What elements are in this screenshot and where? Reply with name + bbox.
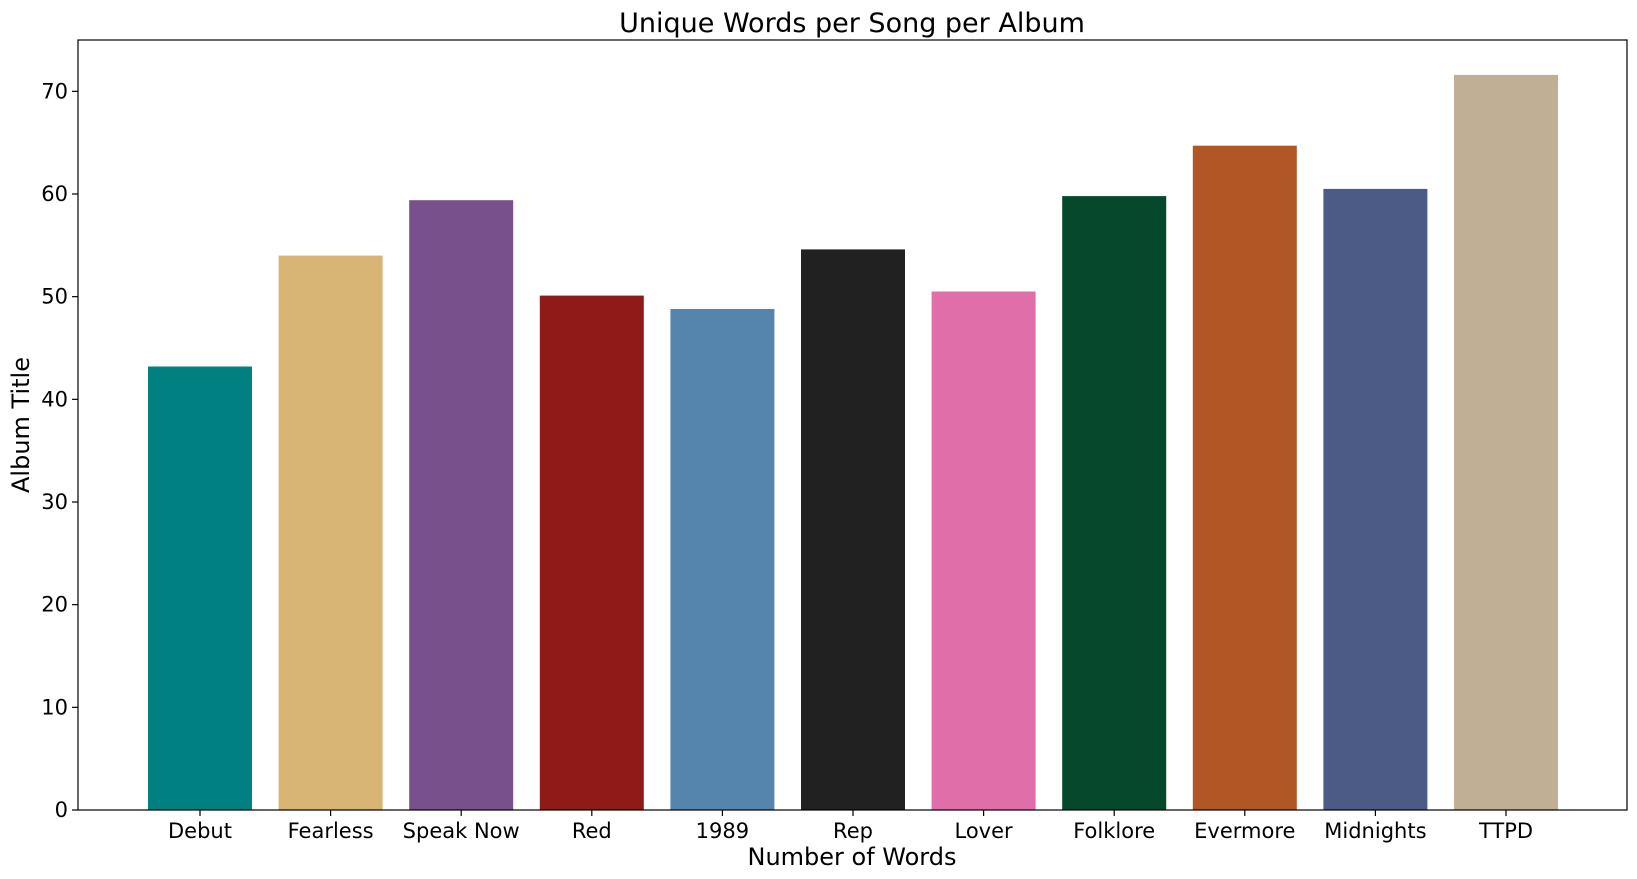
x-tick-label: Fearless bbox=[288, 819, 374, 843]
x-axis: Debut Fearless Speak Now Red 1989 Rep Lover Fol… bbox=[168, 810, 1533, 843]
y-tick-label: 50 bbox=[41, 285, 68, 309]
x-tick-label: Red bbox=[572, 819, 612, 843]
x-tick-label: TTPD bbox=[1478, 819, 1533, 843]
bar-rep bbox=[801, 249, 905, 810]
x-tick-label: Midnights bbox=[1324, 819, 1426, 843]
x-tick-label: Speak Now bbox=[403, 819, 520, 843]
bar-ttpd bbox=[1454, 74, 1558, 810]
x-axis-label: Number of Words bbox=[748, 843, 957, 871]
bar-evermore bbox=[1192, 145, 1297, 810]
y-axis: 0 10 20 30 40 50 60 70 bbox=[41, 79, 78, 822]
bar-red bbox=[539, 295, 644, 811]
y-tick-label: 0 bbox=[55, 798, 68, 822]
x-tick-label: Folklore bbox=[1073, 819, 1155, 843]
y-axis-label: Album Title bbox=[7, 357, 35, 493]
bar-debut bbox=[148, 366, 252, 810]
bars-layer bbox=[148, 74, 1558, 811]
x-tick-label: Lover bbox=[955, 819, 1014, 843]
y-tick-label: 20 bbox=[41, 593, 68, 617]
bar-1989 bbox=[670, 309, 775, 810]
bar-speak-now bbox=[409, 200, 514, 810]
y-tick-label: 60 bbox=[41, 182, 68, 206]
bar-lover bbox=[931, 291, 1036, 810]
y-tick-label: 70 bbox=[41, 79, 68, 103]
x-tick-label: Rep bbox=[833, 819, 873, 843]
x-tick-label: Debut bbox=[168, 819, 232, 843]
x-tick-label: 1989 bbox=[696, 819, 749, 843]
y-tick-label: 10 bbox=[41, 695, 68, 719]
y-tick-label: 30 bbox=[41, 490, 68, 514]
bar-folklore bbox=[1062, 196, 1167, 811]
bar-midnights bbox=[1323, 188, 1428, 810]
bar-fearless bbox=[278, 255, 383, 811]
x-tick-label: Evermore bbox=[1194, 819, 1295, 843]
chart-title: Unique Words per Song per Album bbox=[619, 8, 1085, 39]
y-tick-label: 40 bbox=[41, 387, 68, 411]
